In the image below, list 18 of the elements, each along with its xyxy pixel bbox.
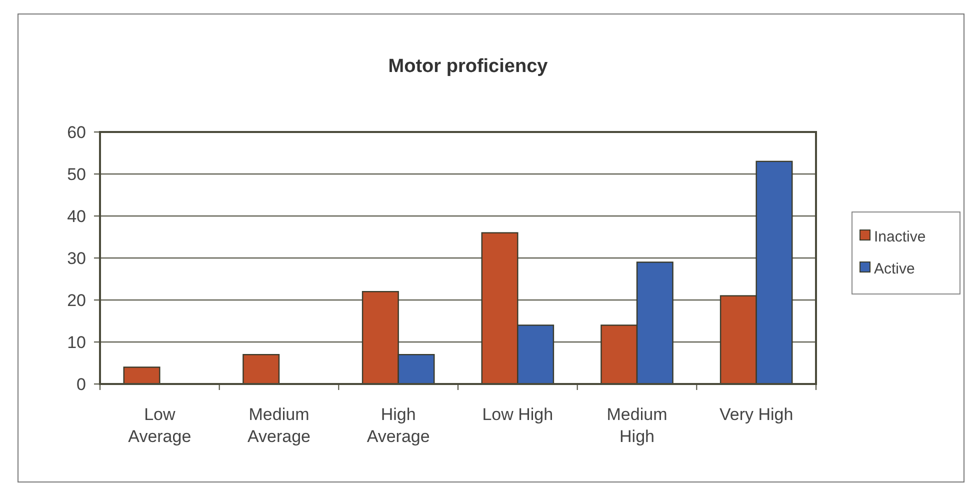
bar: [123, 366, 160, 385]
bar: [242, 354, 280, 385]
y-tick-label: 30: [67, 248, 86, 268]
y-tick-label: 10: [67, 332, 86, 352]
legend-label: Active: [874, 260, 915, 278]
y-tick-label: 0: [76, 374, 86, 394]
chart-title: Motor proficiency: [388, 56, 548, 77]
x-tick-label: Very High: [719, 405, 794, 424]
y-tick-label: 50: [67, 164, 86, 184]
y-tick-label: 60: [67, 122, 86, 142]
x-tick-label: Low Average: [128, 405, 192, 446]
x-tick-label: Medium Average: [247, 405, 311, 446]
legend-label: Inactive: [874, 228, 926, 246]
y-tick-label: 20: [67, 290, 86, 310]
x-tick-label: Low High: [482, 405, 554, 424]
x-tick-label: High Average: [366, 405, 430, 446]
x-tick-label: Medium High: [606, 405, 668, 446]
y-tick-label: 40: [67, 206, 86, 226]
